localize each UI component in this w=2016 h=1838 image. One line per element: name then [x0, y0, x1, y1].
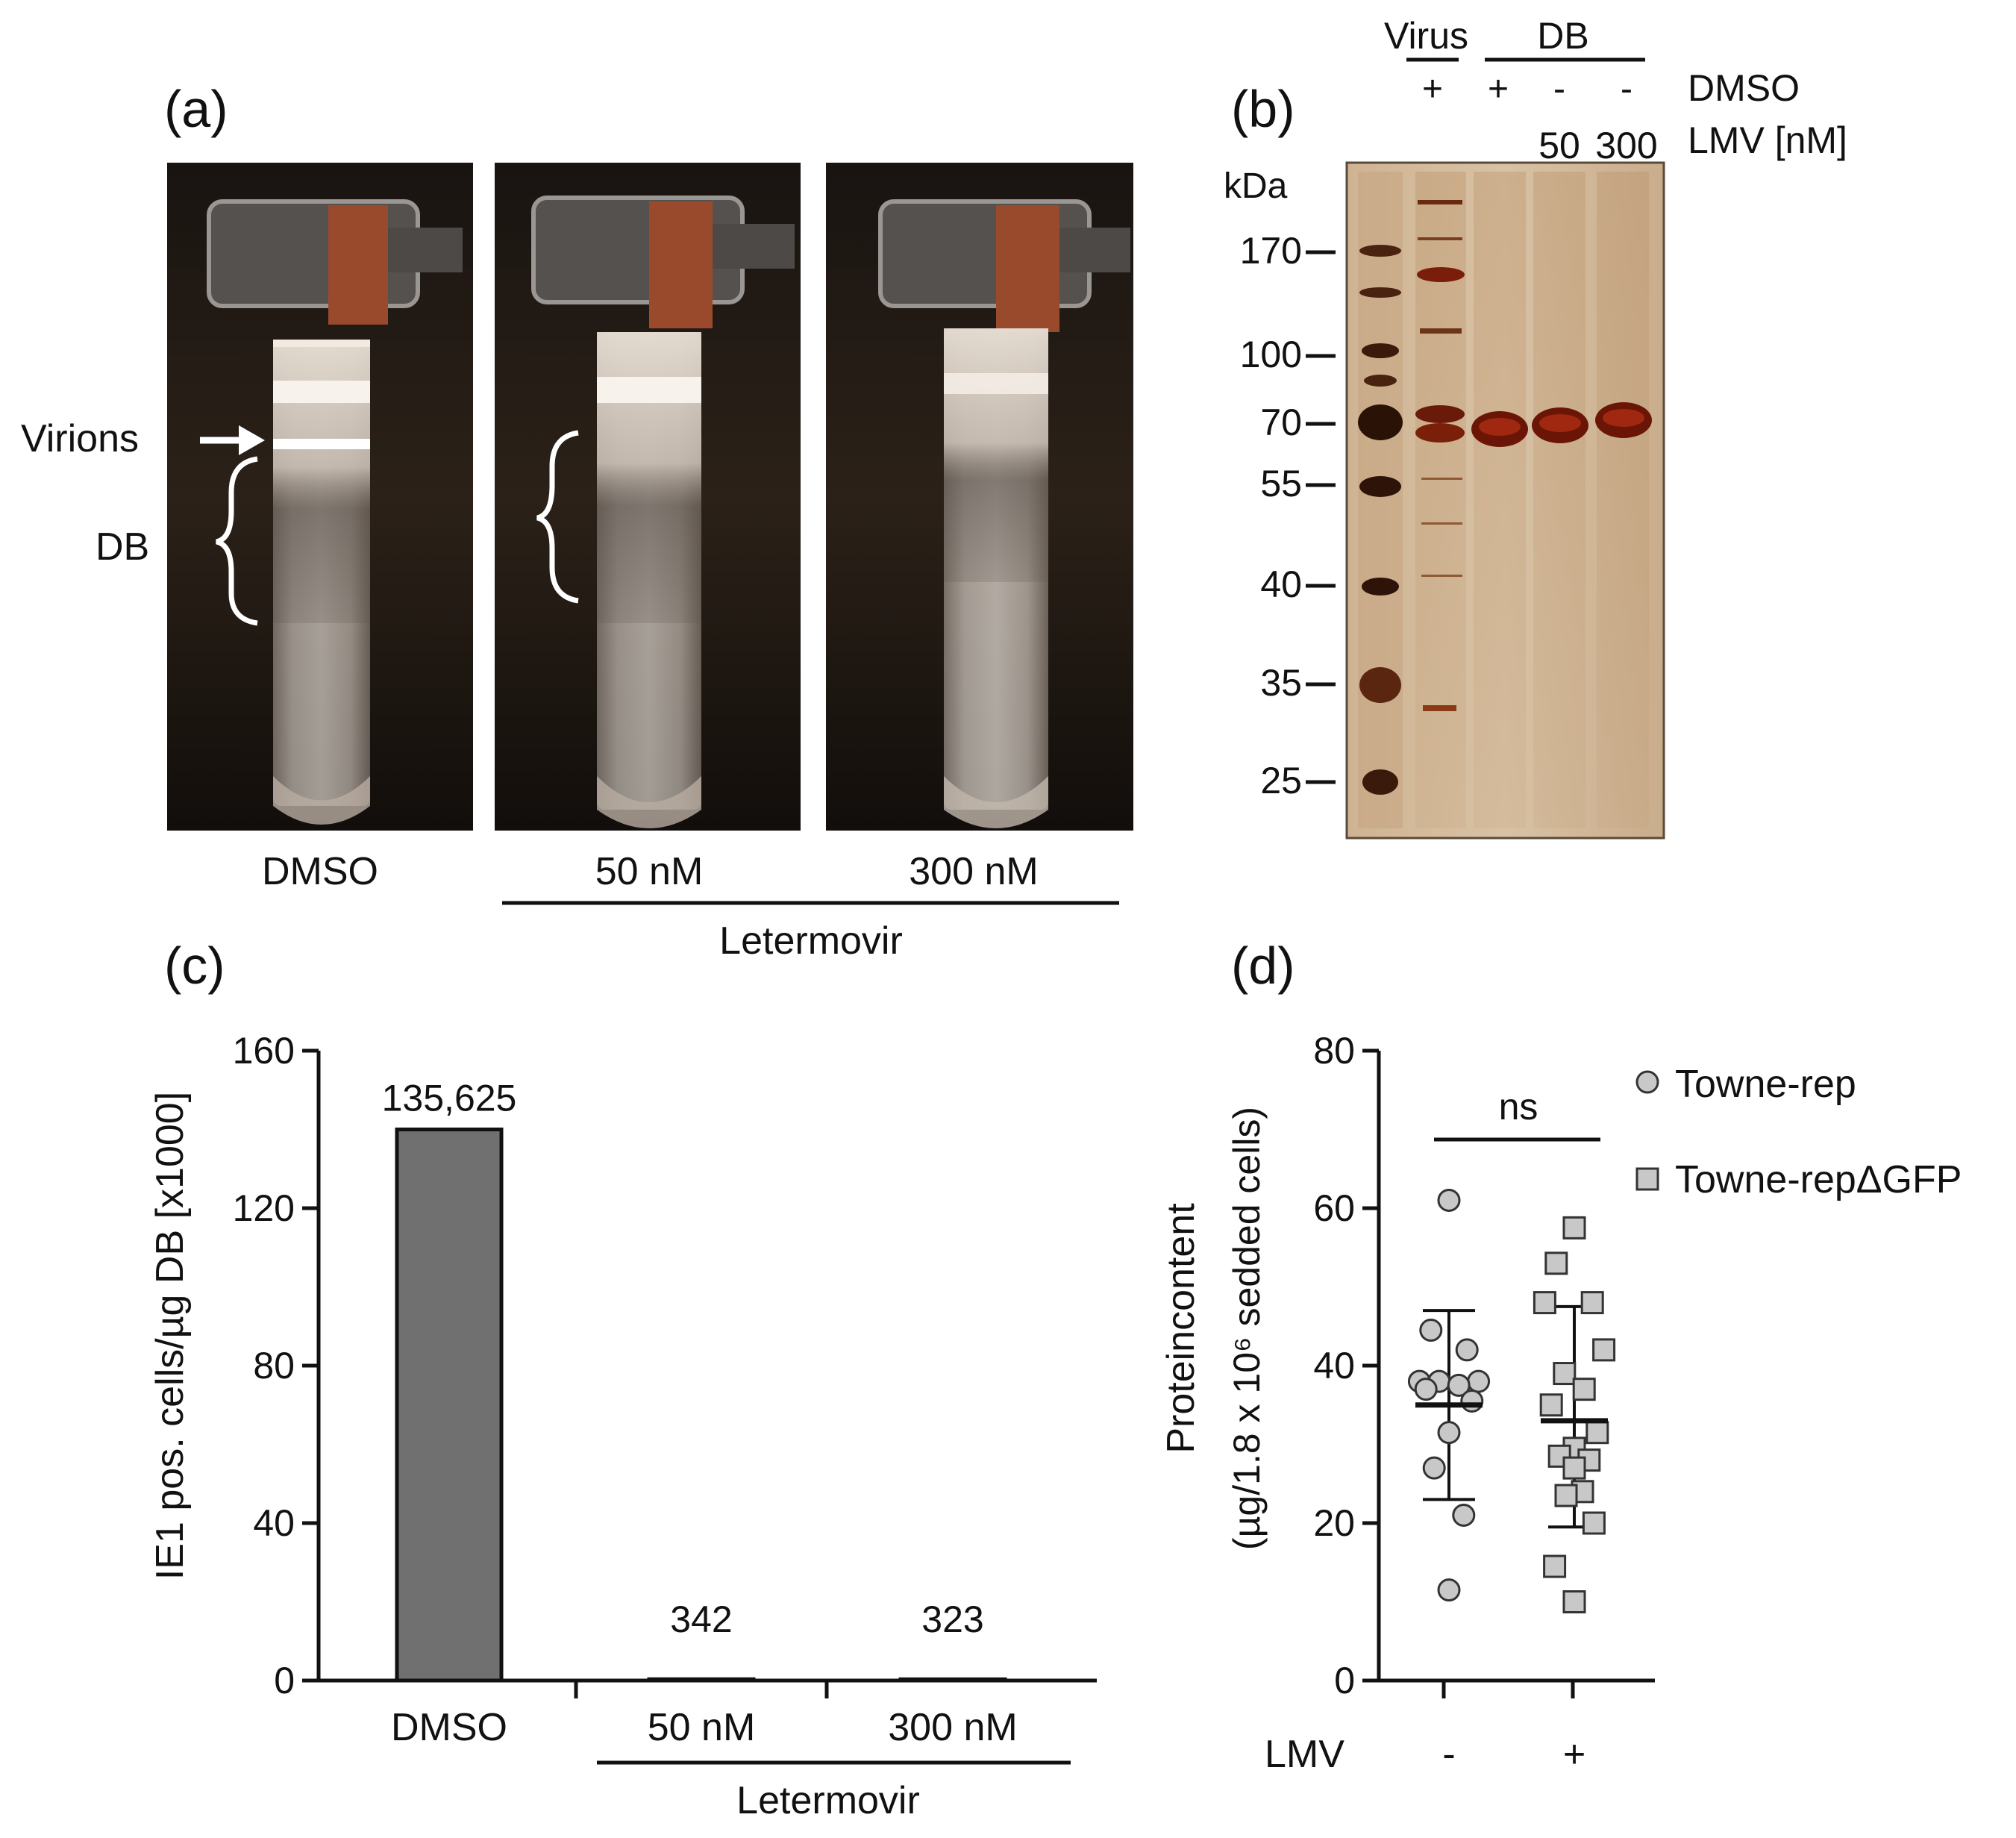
marker-70: 70 [1260, 401, 1302, 443]
panel-b: (b) Virus DB + + - - DMSO 50 300 LMV [nM… [1224, 15, 1847, 840]
legend-towne-rep: Towne-rep [1675, 1063, 1856, 1106]
d-point-0-1 [1419, 1319, 1443, 1342]
gel-image [1345, 161, 1665, 840]
panel-a-label: (a) [164, 80, 228, 138]
c-data-label-2: 323 [921, 1598, 983, 1640]
marker-25: 25 [1260, 760, 1302, 801]
gel-row-dmso: DMSO [1688, 67, 1800, 109]
c-data-label-1: 342 [670, 1598, 732, 1640]
virions-arrow-icon [200, 425, 265, 455]
d-point-1-17 [1562, 1590, 1586, 1613]
d-lmv-minus: - [1442, 1733, 1455, 1776]
tube-label-50nm: 50 nM [595, 850, 704, 893]
d-point-1-5 [1553, 1362, 1577, 1386]
gel-group-virus: Virus [1384, 15, 1468, 57]
marker-35: 35 [1260, 662, 1302, 704]
marker-40: 40 [1260, 563, 1302, 605]
d-point-1-15 [1582, 1511, 1606, 1535]
c-ytick-label-0: 0 [274, 1660, 295, 1701]
letermovir-label-a: Letermovir [719, 919, 903, 963]
tube-photo-50nm [495, 163, 801, 831]
marker-100: 100 [1240, 334, 1302, 375]
db-brace-icon [215, 456, 258, 626]
panel-a: (a) Virions DB [21, 80, 1133, 963]
lmv-mark-50: 50 [1538, 125, 1580, 166]
tube-label-dmso: DMSO [262, 850, 378, 893]
d-ytick-label-3: 60 [1313, 1187, 1355, 1229]
d-point-0-8 [1460, 1389, 1484, 1413]
d-point-1-6 [1572, 1378, 1596, 1401]
legend-towne-rep-dgfp: Towne-repΔGFP [1675, 1158, 1962, 1201]
c-ytick-label-3: 120 [233, 1187, 295, 1229]
d-point-1-8 [1585, 1421, 1609, 1445]
d-lmv-row-label: LMV [1265, 1733, 1344, 1776]
gel-group-db: DB [1537, 15, 1588, 57]
marker-55: 55 [1260, 463, 1302, 504]
d-legend: Towne-rep Towne-repΔGFP [1635, 1063, 1962, 1201]
legend-circle-icon [1635, 1070, 1659, 1094]
gel-row-lmv: LMV [nM] [1688, 119, 1847, 161]
c-category-300nm: 300 nM [888, 1706, 1017, 1749]
c-bar-0 [395, 1128, 504, 1683]
d-point-1-7 [1539, 1393, 1563, 1417]
d-point-1-0 [1562, 1216, 1586, 1240]
c-ytick-label-4: 160 [233, 1030, 295, 1072]
c-category-50nm: 50 nM [648, 1706, 756, 1749]
d-point-1-4 [1592, 1338, 1616, 1362]
d-point-1-3 [1533, 1291, 1556, 1315]
d-lmv-plus: + [1563, 1733, 1585, 1776]
panel-d: (d) Proteincontent (µg/1.8 x 10⁶ sedded … [1159, 937, 1962, 1776]
d-point-1-12 [1562, 1456, 1586, 1480]
lmv-mark-300: 300 [1595, 125, 1657, 166]
d-point-0-10 [1422, 1456, 1446, 1480]
c-ytick-label-1: 40 [253, 1502, 295, 1544]
dmso-mark-1: + [1422, 69, 1443, 109]
kda-label: kDa [1224, 166, 1288, 206]
panel-b-label: (b) [1231, 80, 1295, 138]
d-point-0-11 [1452, 1503, 1476, 1527]
db-brace-50nm-icon [536, 430, 579, 604]
d-point-1-14 [1554, 1484, 1578, 1507]
c-bar-1 [647, 1677, 756, 1683]
d-ytick-label-1: 20 [1313, 1502, 1355, 1544]
d-ytick-label-4: 80 [1313, 1030, 1355, 1072]
dmso-mark-4: - [1621, 69, 1632, 109]
d-significance: ns [1499, 1086, 1538, 1128]
d-point-0-7 [1414, 1378, 1438, 1401]
dmso-mark-3: - [1553, 69, 1565, 109]
d-y-axis-title-line2: (µg/1.8 x 10⁶ sedded cells) [1226, 1107, 1268, 1550]
c-bar-2 [898, 1677, 1007, 1683]
tube-photo-300nm [826, 163, 1133, 831]
c-y-axis-title: IE1 pos. cells/µg DB [x1000] [148, 1092, 192, 1580]
c-data-label-0: 135,625 [382, 1078, 517, 1119]
tube-label-300nm: 300 nM [909, 850, 1038, 893]
dmso-mark-2: + [1488, 69, 1509, 109]
virions-label: Virions [21, 417, 139, 460]
d-point-0-0 [1437, 1188, 1461, 1212]
d-point-0-9 [1437, 1421, 1461, 1445]
d-point-1-16 [1543, 1554, 1567, 1578]
c-category-dmso: DMSO [391, 1706, 507, 1749]
d-point-0-6 [1447, 1373, 1471, 1397]
d-point-0-4 [1467, 1369, 1491, 1393]
d-point-0-2 [1455, 1338, 1479, 1362]
d-point-1-2 [1580, 1291, 1604, 1315]
panel-d-label: (d) [1231, 937, 1295, 995]
c-ytick-label-2: 80 [253, 1345, 295, 1387]
legend-square-icon [1635, 1167, 1659, 1191]
d-point-0-12 [1437, 1578, 1461, 1602]
d-ytick-label-2: 40 [1313, 1345, 1355, 1387]
tube-photo-dmso [167, 163, 473, 831]
panel-c: (c) IE1 pos. cells/µg DB [x1000] 0 40 80 12… [148, 937, 1097, 1822]
d-point-1-1 [1544, 1251, 1568, 1275]
letermovir-label-c: Letermovir [736, 1779, 920, 1822]
db-label: DB [96, 525, 149, 569]
d-y-axis-title-line1: Proteincontent [1159, 1203, 1203, 1454]
d-ytick-label-0: 0 [1334, 1660, 1355, 1701]
marker-170: 170 [1240, 230, 1302, 272]
panel-c-label: (c) [164, 937, 225, 995]
